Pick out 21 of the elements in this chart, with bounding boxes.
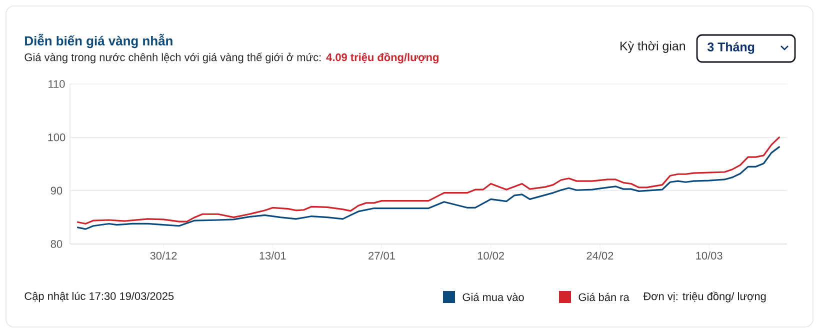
x-tick-label: 30/12 (150, 252, 177, 260)
x-tick-label: 10/03 (696, 252, 722, 260)
text: 3 Tháng (707, 42, 754, 54)
legend-label: Giá bán ra (578, 292, 630, 302)
y-tick-label: 80 (50, 240, 62, 248)
line-series (77, 136, 780, 225)
chart-title: Diễn biến giá vàng nhẫn (25, 34, 172, 48)
x-tick-label: 27/01 (368, 252, 395, 260)
line-series (77, 146, 780, 230)
legend-label: Giá mua vào (462, 292, 524, 302)
x-tick-label: 24/02 (586, 252, 614, 260)
chart-subtitle: Giá vàng trong nước chênh lệch với giá vàng thế giới ở mức: (24, 52, 321, 64)
text: Cập nhật lúc 17:30 19/03/2025 (24, 292, 174, 302)
x-tick-label: 10/02 (478, 252, 504, 260)
y-tick-label: 90 (50, 186, 62, 195)
text: Đơn vị: triệu đồng/ lượng (643, 292, 766, 302)
y-tick-label: 100 (48, 133, 66, 142)
x-tick-label: 13/01 (260, 252, 286, 260)
text: Kỳ thời gian (620, 41, 685, 53)
y-tick-label: 110 (48, 80, 65, 88)
text: 4.09 triệu đồng/lượng (326, 52, 438, 64)
